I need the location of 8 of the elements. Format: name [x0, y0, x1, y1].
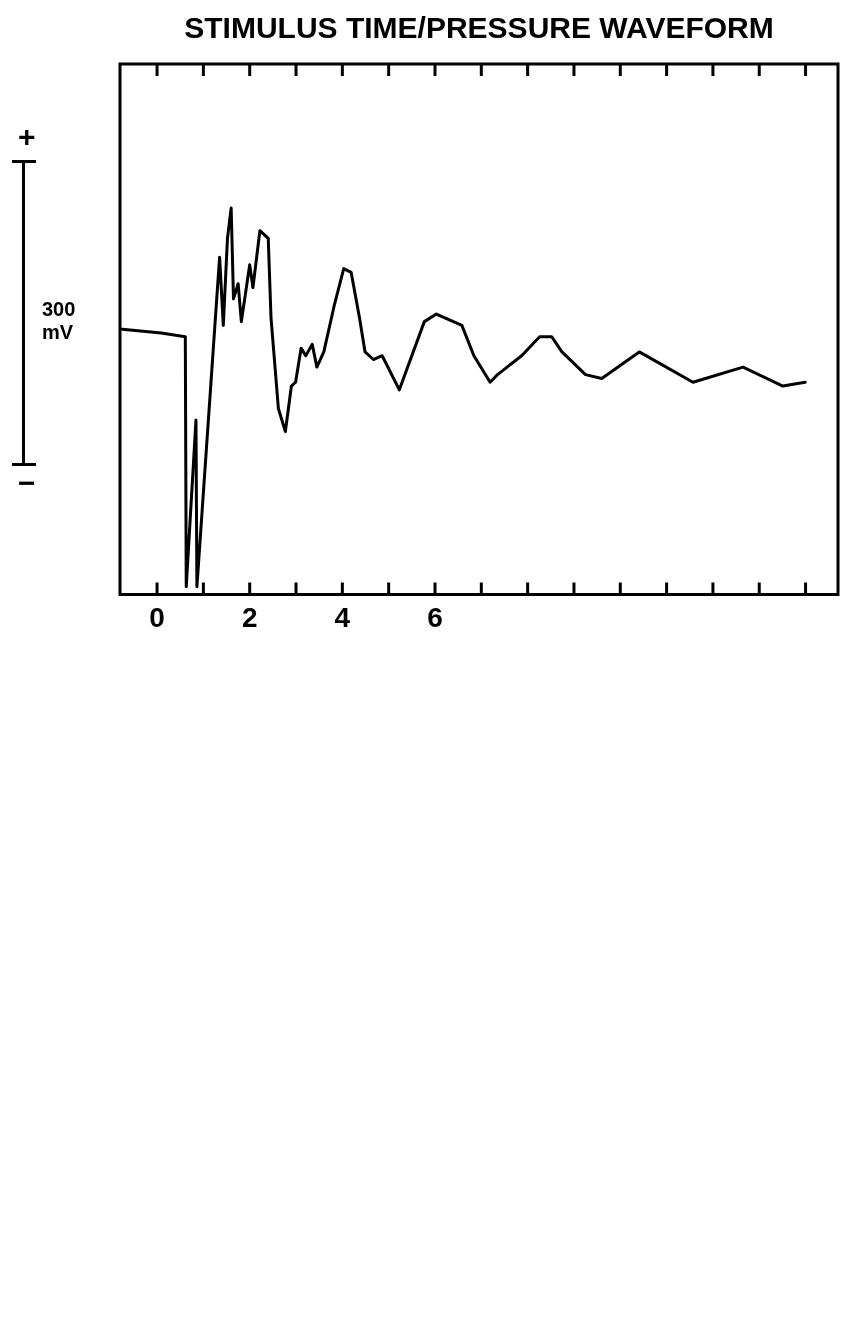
x-tick-label: 0 — [149, 601, 165, 633]
text: 300 mV — [42, 298, 77, 344]
x-tick-label: 6 — [427, 601, 443, 633]
x-tick-label: 4 — [334, 601, 351, 633]
x-tick-label: 2 — [241, 601, 258, 633]
chart-title: STIMULUS TIME/PRESSURE WAVEFORM — [184, 11, 774, 45]
text: − — [18, 466, 36, 500]
text: + — [18, 120, 36, 154]
